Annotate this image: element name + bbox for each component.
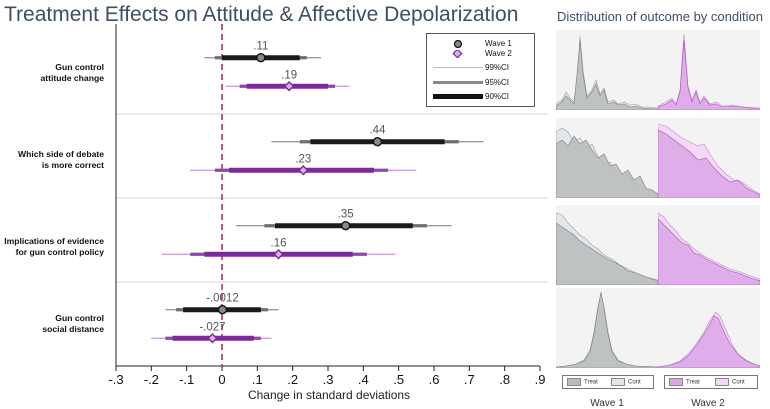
point-wave1-g2 bbox=[372, 137, 383, 147]
legend-ci90: 90%CI bbox=[427, 92, 534, 102]
value-label-wave2-g2: .23 bbox=[295, 153, 311, 165]
x-tick-label: .2 bbox=[287, 372, 298, 387]
x-tick-label: .6 bbox=[429, 372, 440, 387]
value-label-wave2-g1: .19 bbox=[281, 69, 297, 81]
value-label-wave1-g4: -.0012 bbox=[206, 293, 239, 305]
x-tick-label: .3 bbox=[323, 372, 334, 387]
x-tick-label: .5 bbox=[393, 372, 404, 387]
value-label-wave2-g4: -.027 bbox=[199, 321, 225, 333]
outcome-label-1-line2: attitude change bbox=[40, 73, 104, 83]
outcome-label-4-line2: social distance bbox=[42, 324, 104, 334]
x-tick-label: .9 bbox=[535, 372, 546, 387]
outcome-label-3-line2: for gun control policy bbox=[15, 247, 104, 257]
outcome-label-4: Gun control social distance bbox=[0, 313, 104, 335]
legend-ci99-label: 99%CI bbox=[485, 63, 510, 72]
side-legend-w1-treat: Treat bbox=[567, 378, 598, 386]
point-wave1-g3 bbox=[340, 221, 351, 231]
value-label-wave1-g2: .44 bbox=[369, 125, 386, 137]
outcome-label-2-line2: is more correct bbox=[41, 160, 104, 170]
outcome-label-2: Which side of debate is more correct bbox=[0, 149, 104, 171]
x-tick-label: -.2 bbox=[144, 372, 159, 387]
swatch-w1-treat bbox=[567, 378, 581, 386]
density-w2-outcome3 bbox=[658, 205, 760, 285]
outcome-label-1: Gun control attitude change bbox=[0, 62, 104, 84]
outcome-label-3-line1: Implications of evidence bbox=[4, 236, 104, 246]
density-w2-outcome2 bbox=[658, 118, 760, 198]
legend-ci99: 99%CI bbox=[427, 63, 534, 73]
side-legend-w2-treat: Treat bbox=[669, 378, 700, 386]
legend-ci95: 95%CI bbox=[427, 78, 534, 88]
density-w1-outcome1 bbox=[556, 30, 658, 110]
side-legend-w2-cont: Cont bbox=[715, 378, 745, 386]
density-w2-outcome4 bbox=[658, 288, 760, 368]
legend-wave2: Wave 2 bbox=[427, 49, 534, 59]
point-wave2-g3 bbox=[273, 249, 284, 260]
point-wave2-g4 bbox=[207, 333, 218, 344]
legend: Wave 1 Wave 2 99%CI 95%CI 90%CI bbox=[426, 33, 535, 107]
chart-title: Treatment Effects on Attitude & Affectiv… bbox=[4, 3, 519, 26]
density-w2-outcome1 bbox=[658, 30, 760, 110]
x-tick-label: .8 bbox=[499, 372, 510, 387]
legend-ci99-swatch bbox=[433, 67, 483, 68]
side-panel-title: Distribution of outcome by condition bbox=[557, 9, 763, 24]
point-wave2-g2 bbox=[298, 165, 309, 176]
side-legend-w1-cont-label: Cont bbox=[628, 379, 641, 386]
outcome-label-1-line1: Gun control bbox=[55, 62, 104, 72]
column-label-wave1: Wave 1 bbox=[590, 398, 624, 409]
legend-ci95-label: 95%CI bbox=[485, 78, 510, 87]
point-wave1-g1 bbox=[256, 53, 266, 63]
legend-wave2-marker bbox=[452, 50, 463, 58]
legend-ci90-label: 90%CI bbox=[485, 92, 510, 101]
side-legend-w1-cont: Cont bbox=[611, 378, 641, 386]
legend-wave1-label: Wave 1 bbox=[485, 39, 512, 48]
side-legend-w2-cont-label: Cont bbox=[732, 379, 745, 386]
side-legend-wave1: Treat Cont bbox=[562, 375, 654, 389]
x-tick-label: .4 bbox=[358, 372, 369, 387]
swatch-w1-cont bbox=[611, 378, 625, 386]
outcome-label-3: Implications of evidence for gun control… bbox=[0, 236, 104, 258]
x-axis-label: Change in standard deviations bbox=[247, 388, 411, 402]
point-wave2-g1 bbox=[283, 81, 295, 92]
x-tick-label: .1 bbox=[252, 372, 263, 387]
x-tick-label: 0 bbox=[218, 372, 225, 387]
density-w1-outcome4 bbox=[556, 288, 658, 368]
value-label-wave2-g3: .16 bbox=[271, 237, 287, 249]
density-w1-outcome3 bbox=[556, 205, 658, 285]
legend-ci95-swatch bbox=[433, 81, 483, 84]
value-label-wave1-g1: .11 bbox=[253, 41, 268, 53]
x-tick-label: .7 bbox=[464, 372, 475, 387]
coefficient-plot: -.3 -.2 -.1 0 .1 .2 .3 .4 .5 .6 .7 .8 .9 .11 .19 .44 .23… bbox=[108, 24, 548, 387]
column-label-wave2: Wave 2 bbox=[691, 398, 725, 409]
outcome-label-2-line1: Which side of debate bbox=[18, 149, 104, 159]
legend-wave1-marker bbox=[453, 40, 463, 48]
legend-wave2-label: Wave 2 bbox=[485, 49, 512, 58]
side-legend-w2-treat-label: Treat bbox=[686, 379, 700, 386]
x-tick-label: -.3 bbox=[108, 372, 123, 387]
swatch-w2-treat bbox=[669, 378, 683, 386]
swatch-w2-cont bbox=[715, 378, 729, 386]
legend-ci90-swatch bbox=[433, 94, 483, 99]
value-label-wave1-g3: .35 bbox=[338, 209, 354, 221]
side-legend-w1-treat-label: Treat bbox=[584, 379, 598, 386]
x-tick-label: -.1 bbox=[179, 372, 194, 387]
outcome-label-4-line1: Gun control bbox=[55, 313, 104, 323]
point-wave1-g4 bbox=[217, 305, 228, 315]
density-w1-outcome2 bbox=[556, 118, 658, 198]
legend-wave1: Wave 1 bbox=[427, 39, 534, 49]
side-legend-wave2: Treat Cont bbox=[664, 375, 758, 389]
